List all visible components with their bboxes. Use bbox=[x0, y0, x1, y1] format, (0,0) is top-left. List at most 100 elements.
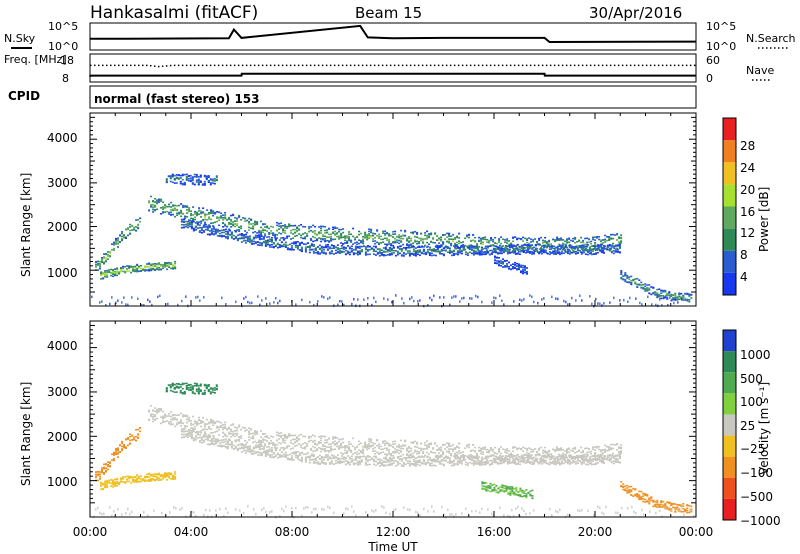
range-cell bbox=[576, 455, 579, 458]
range-cell bbox=[516, 238, 519, 241]
range-cell bbox=[112, 271, 115, 273]
range-cell bbox=[498, 244, 501, 247]
range-cell bbox=[248, 220, 251, 223]
range-cell bbox=[230, 428, 233, 431]
range-cell bbox=[162, 264, 165, 266]
range-cell bbox=[540, 247, 543, 250]
range-cell bbox=[592, 238, 595, 241]
range-cell bbox=[532, 240, 535, 243]
range-cell bbox=[681, 298, 683, 301]
range-cell bbox=[348, 443, 351, 445]
range-cell bbox=[181, 174, 184, 177]
range-cell bbox=[342, 243, 345, 245]
range-cell bbox=[380, 254, 383, 256]
range-cell bbox=[498, 449, 501, 451]
range-cell bbox=[492, 245, 495, 247]
range-cell bbox=[340, 446, 343, 449]
range-cell bbox=[220, 229, 223, 232]
range-cell bbox=[506, 248, 509, 251]
range-cell bbox=[610, 443, 613, 446]
frequency-tick-low: 8 bbox=[62, 72, 69, 85]
range-cell bbox=[580, 245, 583, 248]
range-cell bbox=[230, 226, 233, 228]
range-cell bbox=[316, 246, 319, 248]
range-cell bbox=[634, 281, 637, 284]
range-cell bbox=[566, 248, 569, 251]
range-cell bbox=[172, 417, 175, 419]
range-cell bbox=[428, 235, 431, 238]
range-cell bbox=[230, 237, 233, 239]
range-cell bbox=[220, 441, 223, 444]
range-cell bbox=[172, 267, 175, 269]
range-cell bbox=[258, 445, 261, 448]
range-cell bbox=[228, 229, 231, 232]
range-cell bbox=[186, 224, 189, 227]
range-cell bbox=[256, 223, 259, 226]
range-cell bbox=[673, 301, 675, 305]
range-cell bbox=[370, 229, 373, 232]
range-cell bbox=[390, 444, 393, 447]
range-cell bbox=[228, 222, 231, 224]
range-cell bbox=[362, 240, 365, 243]
range-cell bbox=[468, 444, 471, 446]
range-cell bbox=[470, 454, 473, 456]
range-cell bbox=[328, 451, 331, 453]
range-cell bbox=[443, 296, 445, 299]
range-cell bbox=[264, 433, 267, 435]
range-cell bbox=[396, 451, 399, 454]
range-cell bbox=[490, 237, 493, 239]
range-cell bbox=[428, 243, 431, 245]
range-cell bbox=[416, 233, 419, 235]
range-cell bbox=[350, 443, 353, 445]
range-cell bbox=[524, 237, 527, 240]
range-cell bbox=[526, 238, 529, 240]
range-cell bbox=[670, 293, 673, 296]
range-cell bbox=[454, 238, 457, 240]
frequency-series bbox=[89, 72, 696, 78]
range-cell bbox=[214, 421, 217, 424]
range-cell bbox=[566, 240, 569, 243]
range-cell bbox=[304, 458, 307, 460]
range-cell bbox=[270, 230, 273, 232]
range-cell bbox=[348, 253, 351, 256]
range-cell bbox=[230, 430, 233, 433]
power-cbar-label: Power [dB] bbox=[757, 187, 771, 252]
range-cell bbox=[182, 422, 185, 425]
range-cell bbox=[186, 205, 189, 207]
range-cell bbox=[386, 232, 389, 235]
range-cell bbox=[244, 440, 247, 442]
range-cell bbox=[278, 245, 281, 247]
range-cell bbox=[298, 244, 301, 247]
range-cell bbox=[200, 232, 203, 234]
range-cell bbox=[91, 295, 93, 299]
range-cell bbox=[318, 231, 321, 233]
range-cell bbox=[286, 454, 289, 457]
range-cell bbox=[117, 243, 119, 245]
range-cell bbox=[216, 441, 219, 443]
range-cell bbox=[212, 421, 215, 423]
range-cell bbox=[462, 241, 465, 243]
range-cell bbox=[318, 244, 321, 247]
range-cell bbox=[152, 208, 155, 211]
range-cell bbox=[582, 244, 585, 246]
range-cell bbox=[226, 218, 229, 221]
range-cell bbox=[192, 221, 195, 223]
range-cell bbox=[264, 242, 267, 244]
range-cell bbox=[408, 454, 411, 456]
range-cell bbox=[160, 213, 163, 215]
range-cell bbox=[177, 174, 180, 177]
range-cell bbox=[400, 255, 403, 257]
range-cell bbox=[356, 241, 359, 243]
range-cell bbox=[212, 436, 215, 438]
range-cell bbox=[300, 460, 303, 463]
range-cell bbox=[262, 446, 265, 448]
range-cell bbox=[470, 246, 473, 249]
range-cell bbox=[582, 457, 585, 460]
range-cell bbox=[674, 294, 677, 296]
range-cell bbox=[364, 248, 367, 251]
range-cell bbox=[490, 449, 493, 451]
range-cell bbox=[484, 238, 487, 241]
range-cell bbox=[230, 432, 233, 435]
range-cell bbox=[334, 227, 337, 230]
range-cell bbox=[264, 226, 267, 228]
